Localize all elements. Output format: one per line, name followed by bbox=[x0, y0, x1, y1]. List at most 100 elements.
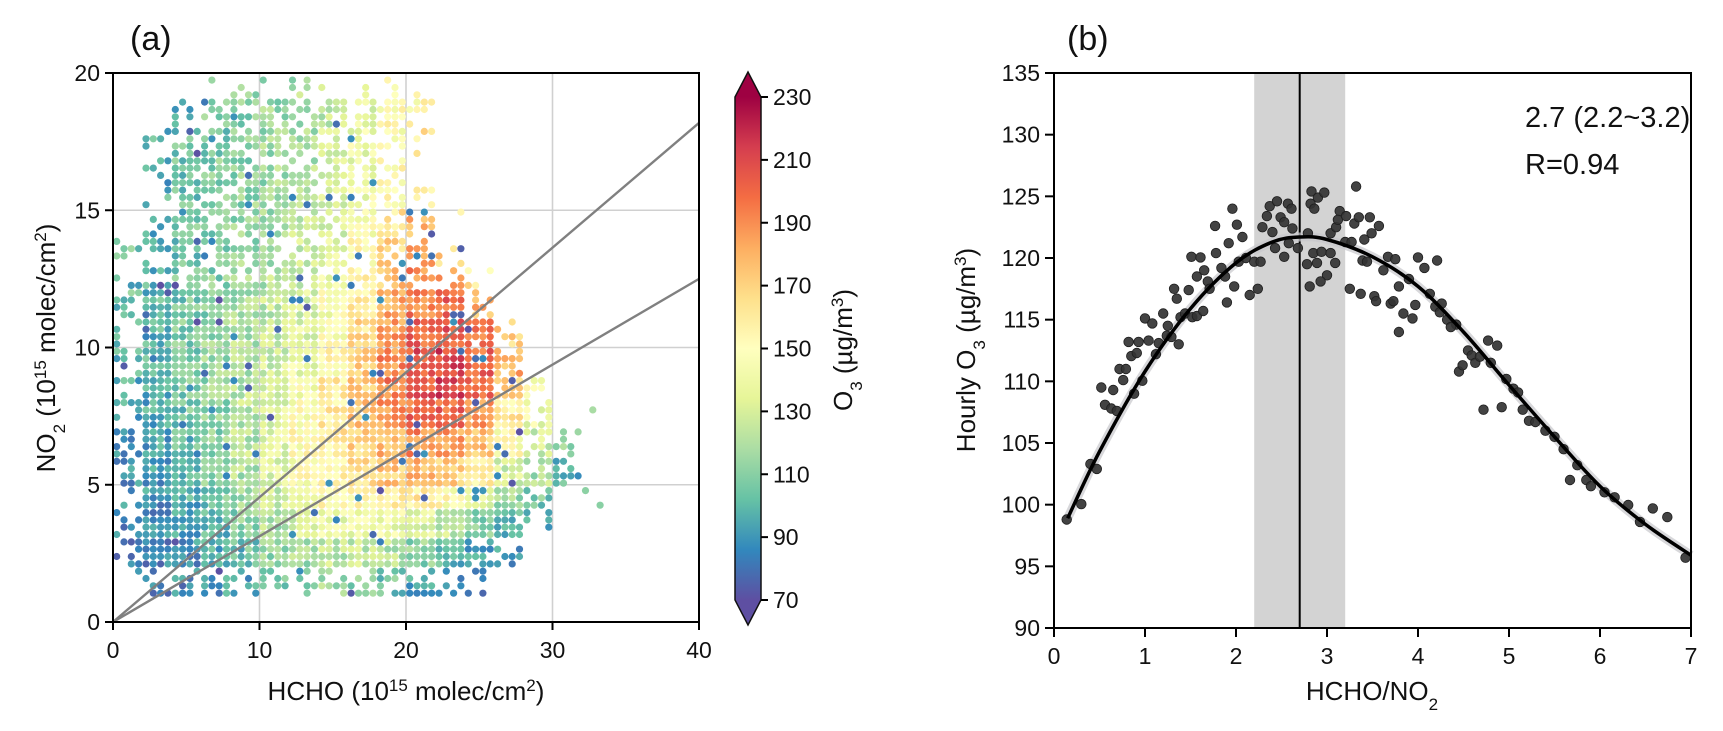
scatter-point bbox=[215, 391, 223, 399]
scatter-point bbox=[274, 201, 282, 209]
scatter-point bbox=[318, 311, 326, 319]
scatter-point bbox=[457, 450, 465, 458]
scatter-point bbox=[435, 413, 443, 421]
scatter-point bbox=[450, 399, 458, 407]
scatter-point bbox=[515, 399, 524, 407]
scatter-point bbox=[479, 428, 487, 436]
scatter-point bbox=[472, 399, 480, 407]
scatter-point bbox=[332, 186, 340, 194]
scatter-point bbox=[384, 120, 392, 128]
scatter-point bbox=[222, 589, 231, 597]
scatter-point bbox=[215, 259, 223, 267]
scatter-point bbox=[252, 245, 260, 253]
panel-b-frame bbox=[1053, 72, 1692, 629]
scatter-point bbox=[413, 450, 421, 458]
y-tick-label: 5 bbox=[87, 472, 100, 498]
scatter-point bbox=[208, 201, 216, 209]
scatter-point bbox=[259, 450, 267, 458]
scatter-point bbox=[222, 538, 231, 546]
scatter-point bbox=[193, 479, 201, 487]
scatter-point bbox=[523, 413, 531, 421]
scatter-point bbox=[179, 340, 187, 348]
scatter-point bbox=[545, 523, 553, 531]
scatter-point bbox=[325, 179, 333, 187]
scatter-point bbox=[201, 494, 209, 502]
scatter-point bbox=[303, 223, 311, 231]
scatter-point bbox=[442, 523, 450, 531]
scatter-point bbox=[303, 318, 311, 326]
scatter-point bbox=[244, 399, 253, 407]
scatter-point bbox=[149, 406, 157, 414]
scatter-point bbox=[376, 303, 384, 311]
scatter-point bbox=[281, 171, 289, 179]
scatter-point bbox=[164, 399, 172, 407]
scatter-point bbox=[252, 215, 260, 223]
scatter-point bbox=[142, 560, 150, 568]
scatter-point bbox=[1340, 210, 1352, 222]
scatter-point bbox=[186, 545, 194, 553]
scatter-point bbox=[149, 355, 157, 363]
scatter-point bbox=[179, 318, 187, 326]
scatter-point bbox=[369, 223, 377, 231]
scatter-point bbox=[472, 450, 480, 458]
scatter-point bbox=[384, 237, 392, 245]
label-segment: (µg/m bbox=[951, 266, 981, 340]
scatter-point bbox=[318, 325, 326, 333]
scatter-point bbox=[157, 355, 165, 363]
scatter-point bbox=[428, 538, 436, 546]
colorbar-extend-min bbox=[735, 600, 761, 625]
scatter-point bbox=[288, 98, 297, 106]
scatter-point bbox=[179, 355, 187, 363]
scatter-point bbox=[215, 333, 223, 341]
scatter-point bbox=[288, 127, 297, 135]
scatter-point bbox=[135, 545, 143, 553]
scatter-point bbox=[376, 472, 384, 480]
scatter-point bbox=[406, 413, 414, 421]
scatter-point bbox=[413, 421, 421, 429]
scatter-point bbox=[428, 98, 436, 106]
scatter-point bbox=[340, 494, 348, 502]
scatter-point bbox=[179, 186, 187, 194]
scatter-point bbox=[157, 340, 165, 348]
scatter-point bbox=[288, 450, 297, 458]
scatter-point bbox=[237, 171, 245, 179]
scatter-point bbox=[325, 523, 333, 531]
scatter-point bbox=[384, 413, 392, 421]
scatter-point bbox=[274, 215, 282, 223]
scatter-point bbox=[149, 538, 157, 546]
scatter-point bbox=[428, 289, 436, 297]
colorbar-tick-label: 110 bbox=[773, 461, 810, 487]
scatter-point bbox=[428, 465, 436, 473]
scatter-point bbox=[164, 413, 172, 421]
scatter-point bbox=[347, 384, 355, 392]
label-segment: HCHO (10 bbox=[268, 676, 389, 706]
scatter-point bbox=[325, 355, 333, 363]
scatter-point bbox=[303, 135, 311, 143]
scatter-point bbox=[391, 303, 399, 311]
scatter-point bbox=[515, 391, 524, 399]
scatter-point bbox=[208, 267, 216, 275]
scatter-point bbox=[457, 391, 465, 399]
scatter-point bbox=[464, 450, 472, 458]
scatter-point bbox=[186, 435, 194, 443]
scatter-point bbox=[193, 296, 201, 304]
scatter-point bbox=[347, 545, 355, 553]
scatter-point bbox=[494, 472, 502, 480]
scatter-point bbox=[420, 487, 428, 495]
scatter-point bbox=[179, 377, 187, 385]
scatter-point bbox=[288, 523, 297, 531]
scatter-point bbox=[222, 252, 231, 260]
scatter-point bbox=[193, 223, 201, 231]
scatter-point bbox=[259, 259, 267, 267]
scatter-point bbox=[398, 274, 406, 282]
scatter-point bbox=[332, 523, 340, 531]
scatter-point bbox=[237, 347, 245, 355]
scatter-point bbox=[347, 245, 355, 253]
scatter-point bbox=[545, 487, 553, 495]
scatter-point bbox=[325, 333, 333, 341]
scatter-point bbox=[325, 443, 333, 451]
scatter-point bbox=[266, 421, 275, 429]
scatter-point bbox=[157, 530, 165, 539]
scatter-point bbox=[157, 384, 165, 392]
scatter-point bbox=[413, 457, 421, 465]
